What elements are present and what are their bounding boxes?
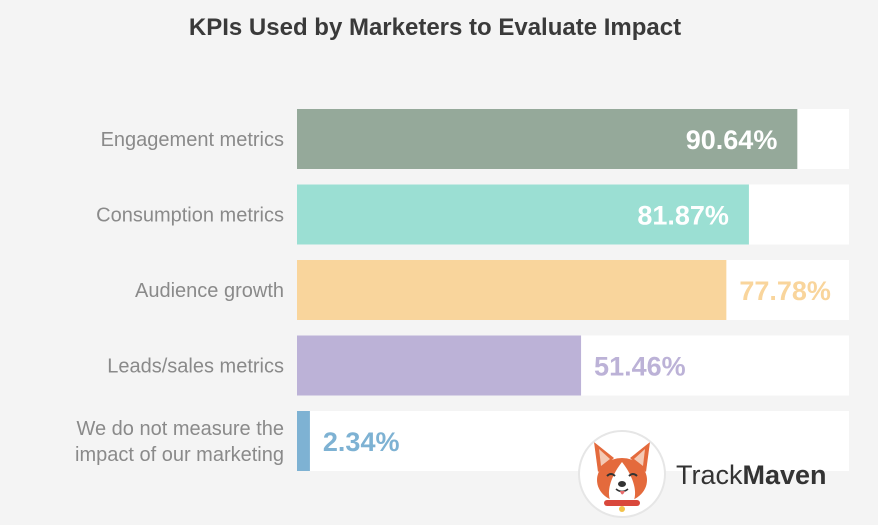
brand-name: TrackMaven [676, 460, 827, 491]
chart-title: KPIs Used by Marketers to Evaluate Impac… [188, 14, 682, 41]
category-label: Audience growth [135, 280, 284, 302]
value-label: 2.34% [323, 427, 400, 457]
bar [297, 109, 798, 169]
bar [297, 260, 727, 320]
value-label: 90.64% [686, 125, 778, 155]
trackmaven-brand: TrackMaven [578, 430, 848, 520]
bar [297, 184, 749, 245]
value-label: 81.87% [637, 201, 729, 231]
brand-name-bold: Maven [742, 460, 827, 490]
corgi-icon [578, 430, 666, 518]
value-label: 51.46% [594, 352, 686, 382]
bar [297, 335, 582, 396]
brand-name-regular: Track [676, 460, 743, 490]
bar-track [297, 411, 849, 471]
category-label: We do not measure the [76, 418, 284, 440]
bar [297, 411, 310, 471]
category-label: Consumption metrics [96, 205, 284, 227]
category-label: Engagement metrics [101, 129, 284, 151]
category-label: impact of our marketing [75, 444, 284, 466]
value-label: 77.78% [739, 276, 831, 306]
category-label: Leads/sales metrics [107, 356, 284, 378]
